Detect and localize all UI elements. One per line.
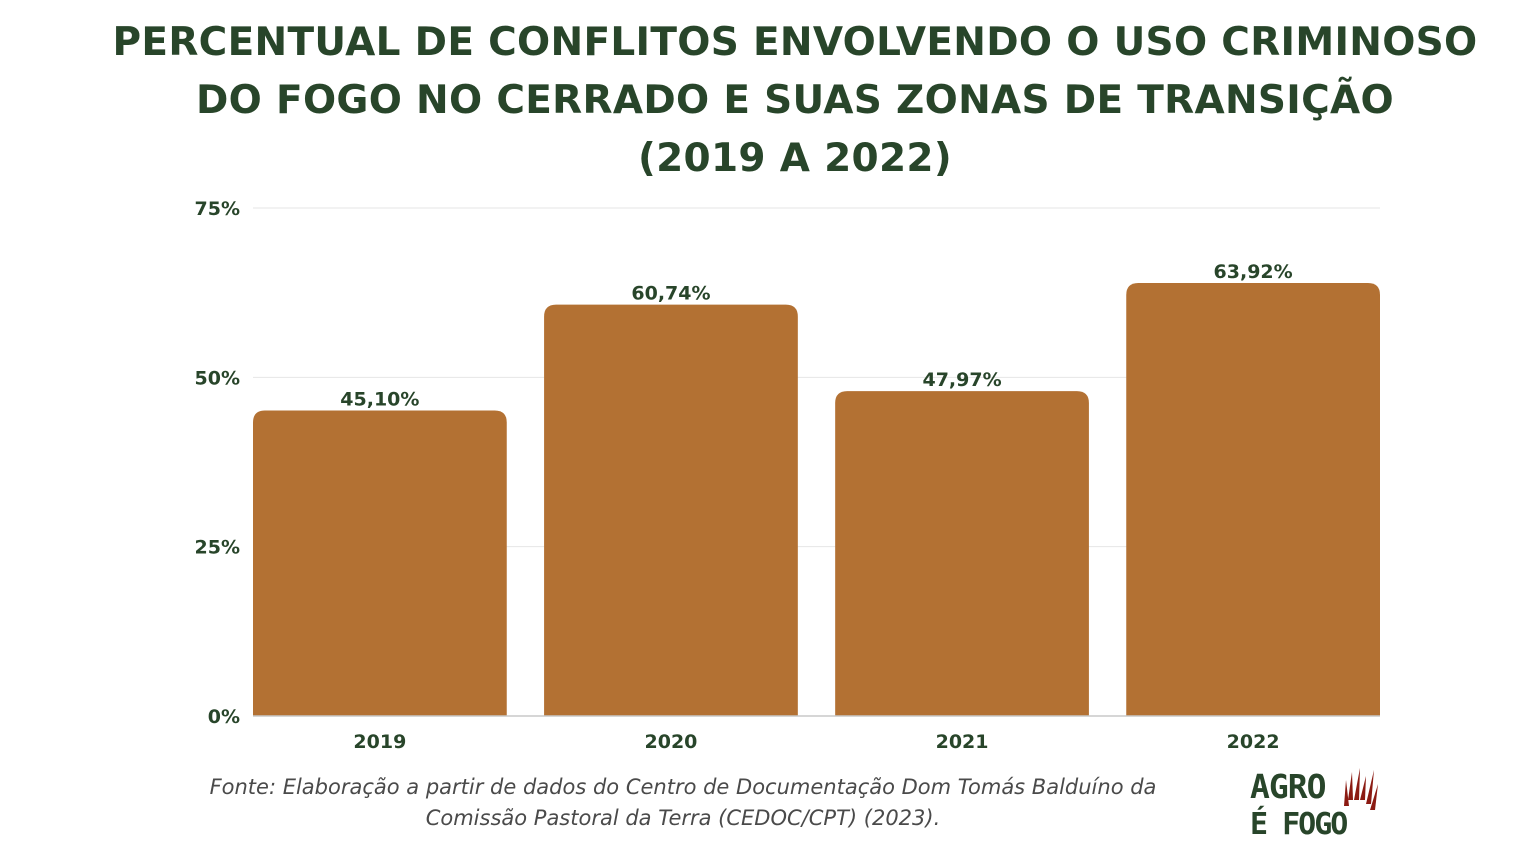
chart-title-line-2: DO FOGO NO CERRADO E SUAS ZONAS DE TRANS… [196,78,1394,123]
y-tick-label: 0% [208,706,240,728]
data-label: 47,97% [922,369,1001,391]
flame-icon [1344,768,1378,810]
source-note: Fonte: Elaboração a partir de dados do C… [150,772,1216,834]
chart-title-line-3: (2019 A 2022) [638,136,952,181]
data-label: 45,10% [340,389,419,411]
x-tick-label: 2019 [353,731,406,753]
source-note-line-2: Comissão Pastoral da Terra (CEDOC/CPT) (… [425,806,941,830]
x-tick-label: 2020 [645,731,698,753]
logo-line-1: AGRO [1250,767,1326,806]
x-tick-label: 2022 [1227,731,1280,753]
x-tick-label: 2021 [936,731,989,753]
chart-title-line-1: PERCENTUAL DE CONFLITOS ENVOLVENDO O USO… [112,20,1478,65]
y-tick-label: 25% [195,537,240,559]
bar-2020 [544,304,798,716]
bar-2019 [253,410,507,716]
bar-2022 [1126,283,1380,716]
data-label: 63,92% [1214,261,1293,283]
logo-line-2: É FOGO [1250,806,1347,838]
agro-e-fogo-logo: AGRO É FOGO [1250,767,1378,838]
y-tick-label: 75% [195,198,240,220]
source-note-line-1: Fonte: Elaboração a partir de dados do C… [209,775,1157,799]
y-tick-label: 50% [195,367,240,389]
bar-2021 [835,391,1089,716]
data-label: 60,74% [631,283,710,305]
chart-title: PERCENTUAL DE CONFLITOS ENVOLVENDO O USO… [60,14,1530,188]
